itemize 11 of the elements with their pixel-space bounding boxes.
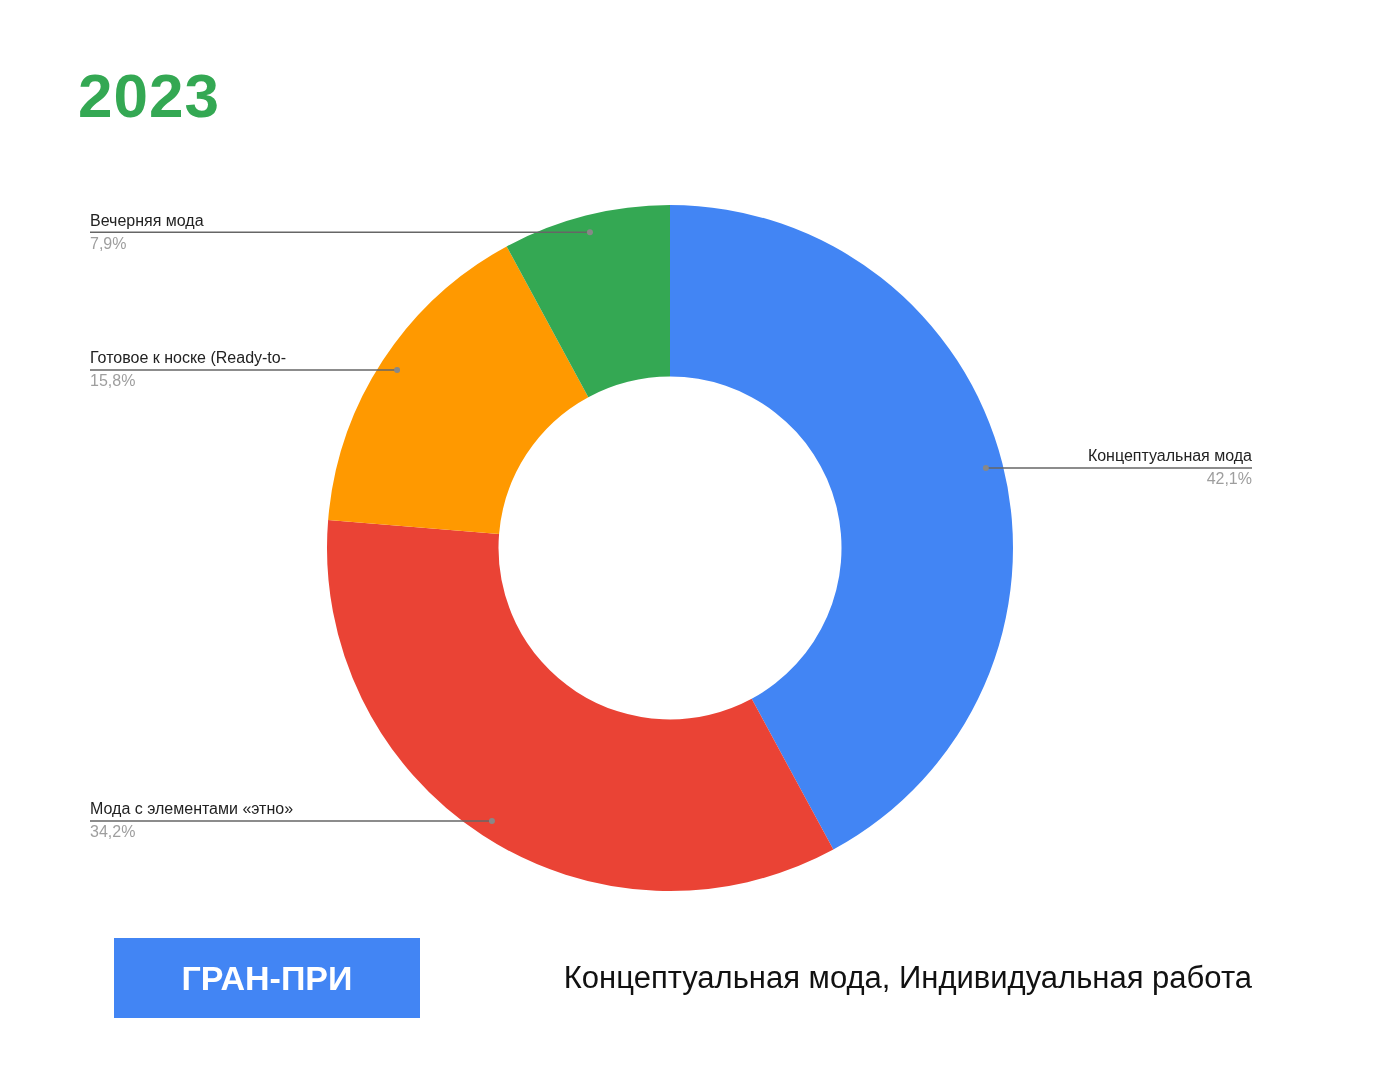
- data-label: 15,8%: [90, 372, 136, 390]
- slice-label: Концептуальная мода: [1087, 447, 1253, 465]
- text: ГРАН-ПРИ: [114, 938, 420, 1018]
- slice-label: Готовое к носке (Ready-to-: [90, 349, 287, 367]
- slice-label: Мода с элементами «этно»: [90, 800, 294, 818]
- data-label: 7,9%: [90, 234, 127, 252]
- text: Концептуальная мода, Индивидуальная работа: [563, 960, 1252, 996]
- data-label: 42,1%: [1206, 470, 1252, 488]
- slice-label: Вечерняя мода: [90, 211, 204, 229]
- chart-title: 2023: [78, 60, 220, 131]
- data-label: 34,2%: [90, 823, 136, 841]
